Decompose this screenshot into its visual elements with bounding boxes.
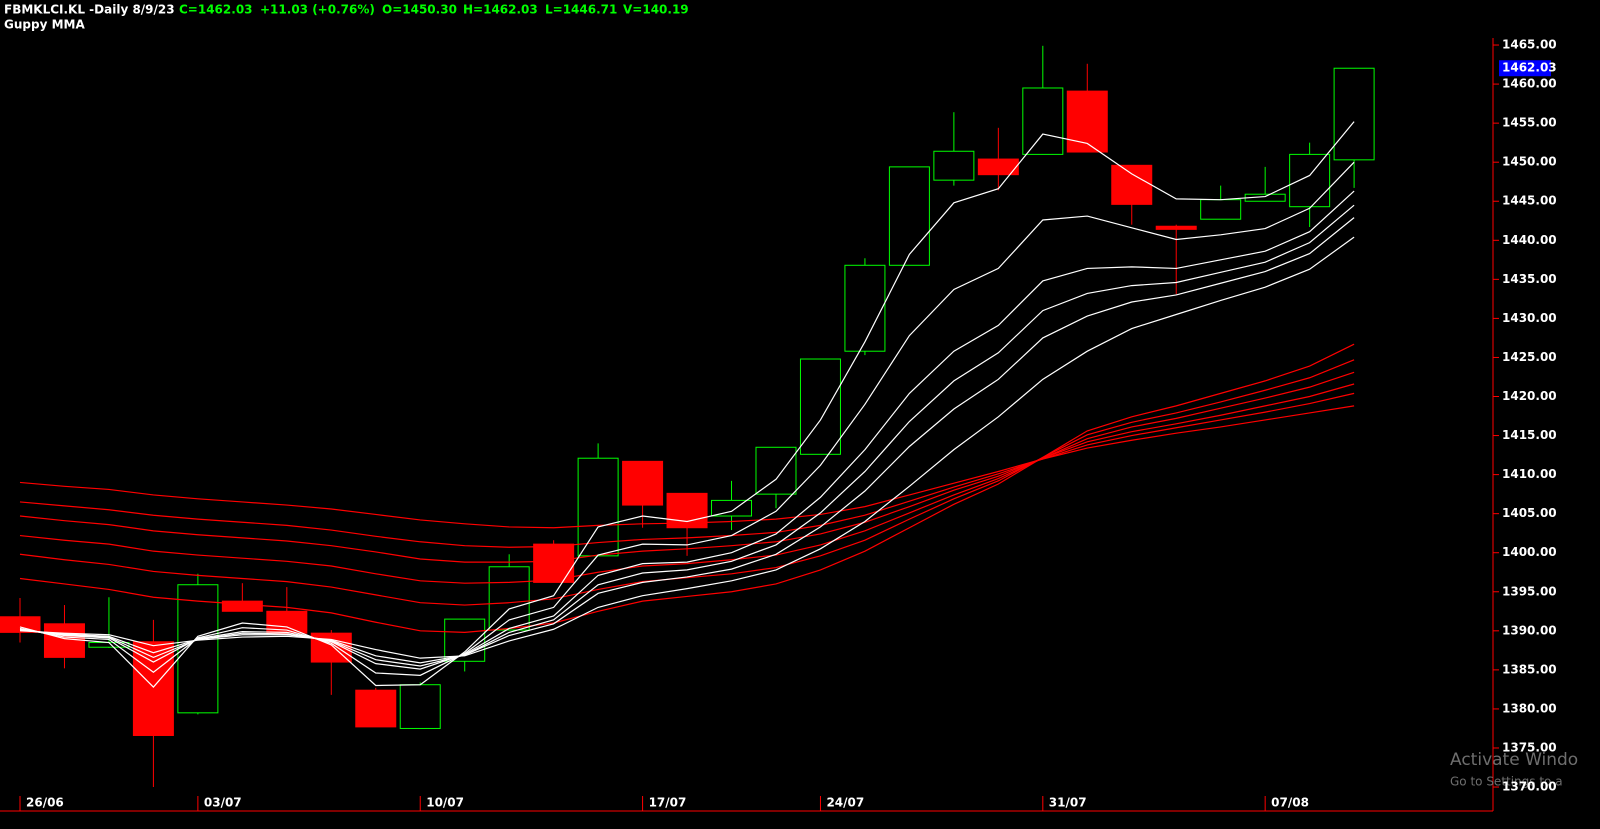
x-tick-label: 26/06 [26, 796, 64, 810]
candle-body [399, 684, 441, 729]
candle-body [1333, 67, 1375, 161]
x-tick-label: 17/07 [649, 796, 687, 810]
header-value: L=1446.71 [545, 3, 617, 17]
candle-body [755, 446, 797, 495]
candle-body [355, 689, 397, 728]
candle-body [1022, 87, 1064, 155]
candle-body [1200, 199, 1242, 220]
x-tick-label: 07/08 [1271, 796, 1309, 810]
candle-body [1155, 225, 1197, 230]
y-tick-label: 1465.00 [1502, 38, 1557, 52]
moving-average-line [19, 383, 1355, 563]
candle-body [0, 616, 41, 633]
y-tick-label: 1395.00 [1502, 584, 1557, 598]
moving-average-line [19, 392, 1355, 548]
header-value: V=140.19 [623, 3, 689, 17]
watermark-subtitle: Go to Settings to a [1450, 775, 1563, 789]
y-tick-label: 1390.00 [1502, 623, 1557, 637]
candle-body [577, 457, 619, 557]
candle-body [622, 460, 664, 506]
x-tick-label: 03/07 [204, 796, 242, 810]
candle-body [888, 166, 930, 266]
y-tick-label: 1415.00 [1502, 428, 1557, 442]
candle-body [977, 158, 1019, 176]
y-tick-label: 1410.00 [1502, 467, 1557, 481]
last-price-label: 1462.03 [1502, 61, 1557, 75]
moving-average-line [19, 121, 1355, 688]
moving-average-line [19, 204, 1355, 667]
candle-body [132, 641, 174, 736]
moving-average-line [19, 161, 1355, 676]
moving-average-line [19, 371, 1355, 584]
y-tick-label: 1455.00 [1502, 116, 1557, 130]
moving-average-line [19, 236, 1355, 659]
moving-average-line [19, 405, 1355, 529]
y-tick-label: 1405.00 [1502, 506, 1557, 520]
x-tick-label: 31/07 [1049, 796, 1087, 810]
y-tick-label: 1430.00 [1502, 311, 1557, 325]
y-tick-label: 1445.00 [1502, 194, 1557, 208]
candle-body [711, 499, 753, 517]
y-tick-label: 1385.00 [1502, 662, 1557, 676]
header-value: O=1450.30 [382, 3, 457, 17]
chart-title: FBMKLCI.KL -Daily 8/9/23 [4, 3, 175, 17]
moving-average-line [19, 190, 1355, 670]
y-tick-label: 1420.00 [1502, 389, 1557, 403]
y-tick-label: 1380.00 [1502, 701, 1557, 715]
candle-body [43, 623, 85, 658]
y-tick-label: 1435.00 [1502, 272, 1557, 286]
x-tick-label: 10/07 [426, 796, 464, 810]
x-tick-label: 24/07 [826, 796, 864, 810]
header-value: H=1462.03 [463, 3, 538, 17]
candle-body [1066, 90, 1108, 153]
header-value: +11.03 (+0.76%) [260, 3, 375, 17]
header-value: C=1462.03 [179, 3, 253, 17]
candle-body [1289, 153, 1331, 208]
candle-body [844, 264, 886, 352]
y-tick-label: 1440.00 [1502, 233, 1557, 247]
y-tick-label: 1400.00 [1502, 545, 1557, 559]
moving-average-line [19, 343, 1355, 633]
y-tick-label: 1450.00 [1502, 155, 1557, 169]
chart-subtitle: Guppy MMA [4, 18, 85, 32]
moving-average-line [19, 217, 1355, 664]
y-tick-label: 1370.00 [1502, 780, 1557, 794]
candle-body [221, 600, 263, 612]
y-tick-label: 1375.00 [1502, 740, 1557, 754]
last-price-box [1499, 60, 1551, 77]
candle-body [799, 358, 841, 455]
y-tick-label: 1425.00 [1502, 350, 1557, 364]
candle-body [933, 150, 975, 181]
candle-body [1111, 164, 1153, 205]
candle-body [266, 610, 308, 634]
moving-average-line [19, 359, 1355, 606]
candle-body [533, 543, 575, 583]
watermark-title: Activate Windo [1450, 750, 1578, 770]
y-tick-label: 1460.00 [1502, 77, 1557, 91]
